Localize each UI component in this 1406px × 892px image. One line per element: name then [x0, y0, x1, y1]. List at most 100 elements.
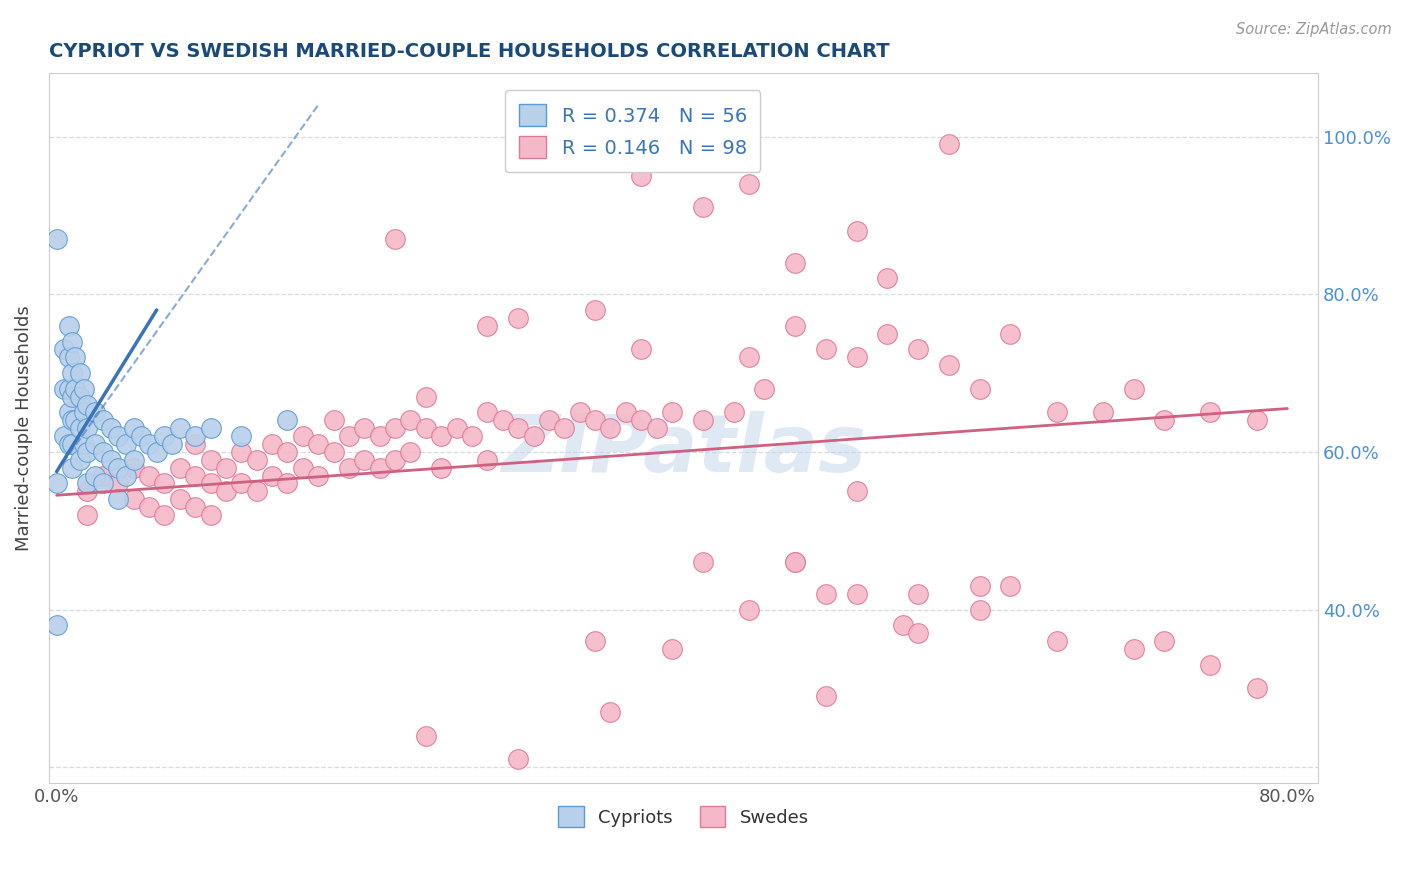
Point: [60, 334, 83, 349]
Point: [783, 555, 806, 569]
Point: [91, 476, 114, 491]
Point: [783, 318, 806, 333]
Point: [200, 421, 222, 435]
Point: [1122, 642, 1144, 657]
Point: [76, 421, 98, 435]
Point: [69, 452, 91, 467]
Point: [122, 452, 145, 467]
Point: [160, 437, 183, 451]
Point: [58, 437, 80, 451]
Point: [492, 413, 515, 427]
Point: [477, 318, 499, 333]
Point: [845, 351, 868, 365]
Point: [215, 460, 238, 475]
Point: [568, 405, 591, 419]
Point: [368, 460, 391, 475]
Point: [145, 445, 167, 459]
Point: [45, 232, 67, 246]
Point: [353, 452, 375, 467]
Text: CYPRIOT VS SWEDISH MARRIED-COUPLE HOUSEHOLDS CORRELATION CHART: CYPRIOT VS SWEDISH MARRIED-COUPLE HOUSEH…: [49, 42, 890, 61]
Point: [337, 429, 360, 443]
Point: [153, 508, 176, 522]
Point: [69, 421, 91, 435]
Point: [661, 642, 683, 657]
Point: [122, 460, 145, 475]
Point: [461, 429, 484, 443]
Point: [260, 468, 283, 483]
Point: [291, 429, 314, 443]
Point: [73, 437, 96, 451]
Point: [754, 382, 776, 396]
Point: [60, 366, 83, 380]
Point: [115, 468, 138, 483]
Point: [58, 318, 80, 333]
Point: [1000, 326, 1022, 341]
Point: [384, 421, 406, 435]
Point: [246, 452, 269, 467]
Point: [845, 587, 868, 601]
Point: [477, 452, 499, 467]
Point: [122, 492, 145, 507]
Point: [599, 705, 621, 719]
Point: [307, 437, 329, 451]
Point: [84, 437, 107, 451]
Point: [738, 602, 761, 616]
Point: [814, 690, 837, 704]
Point: [53, 382, 76, 396]
Point: [508, 421, 530, 435]
Point: [231, 476, 253, 491]
Point: [692, 413, 714, 427]
Point: [415, 729, 437, 743]
Point: [276, 413, 298, 427]
Point: [1246, 681, 1268, 696]
Point: [1046, 634, 1069, 648]
Point: [415, 421, 437, 435]
Text: ZIPatlas: ZIPatlas: [501, 410, 866, 489]
Point: [1153, 413, 1175, 427]
Point: [368, 429, 391, 443]
Point: [58, 351, 80, 365]
Point: [184, 500, 207, 514]
Point: [76, 398, 98, 412]
Point: [122, 421, 145, 435]
Point: [76, 476, 98, 491]
Point: [938, 137, 960, 152]
Point: [63, 351, 86, 365]
Point: [69, 366, 91, 380]
Point: [938, 358, 960, 372]
Point: [1000, 579, 1022, 593]
Point: [537, 413, 560, 427]
Point: [399, 445, 422, 459]
Point: [100, 452, 122, 467]
Point: [138, 468, 160, 483]
Point: [91, 468, 114, 483]
Point: [100, 421, 122, 435]
Text: Source: ZipAtlas.com: Source: ZipAtlas.com: [1236, 22, 1392, 37]
Point: [60, 460, 83, 475]
Point: [384, 232, 406, 246]
Point: [907, 626, 929, 640]
Point: [969, 579, 991, 593]
Point: [107, 476, 129, 491]
Point: [876, 326, 898, 341]
Point: [107, 492, 129, 507]
Point: [508, 752, 530, 766]
Point: [322, 445, 344, 459]
Point: [738, 177, 761, 191]
Point: [107, 460, 129, 475]
Point: [322, 413, 344, 427]
Point: [76, 445, 98, 459]
Point: [73, 405, 96, 419]
Point: [153, 476, 176, 491]
Point: [599, 421, 621, 435]
Point: [1091, 405, 1114, 419]
Point: [45, 476, 67, 491]
Point: [583, 634, 606, 648]
Point: [1246, 413, 1268, 427]
Point: [583, 413, 606, 427]
Point: [845, 484, 868, 499]
Point: [1199, 657, 1222, 672]
Point: [260, 437, 283, 451]
Point: [630, 413, 652, 427]
Point: [246, 484, 269, 499]
